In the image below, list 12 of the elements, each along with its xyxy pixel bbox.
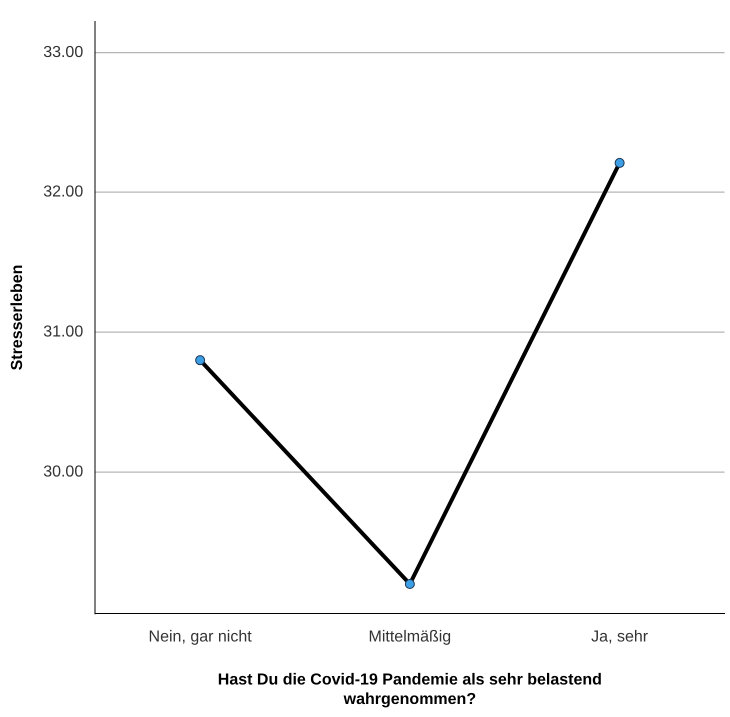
x-tick-label: Mittelmäßig	[368, 628, 452, 646]
point	[404, 579, 415, 590]
point	[195, 355, 206, 366]
y-tick-label: 32.00	[43, 184, 84, 201]
x-tick-label: Nein, gar nicht	[148, 628, 252, 646]
y-tick-label: 31.00	[43, 324, 84, 341]
y-tick-label: 30.00	[43, 464, 84, 480]
point	[614, 158, 625, 168]
x-tick-label: Ja, sehr	[591, 628, 649, 646]
x-axis-title: Hast Du die Covid-19 Pandemie als sehr belastend wahrgenommen?	[218, 672, 602, 708]
y-tick-label: 33.00	[43, 44, 84, 61]
y-axis-title: Stresserleben	[9, 264, 26, 370]
